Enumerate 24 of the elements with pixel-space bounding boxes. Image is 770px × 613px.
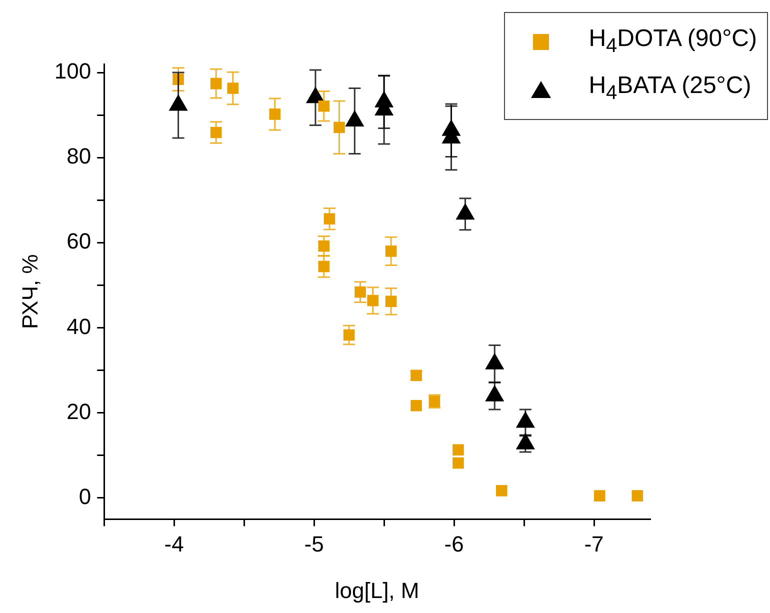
x-axis-title: log[L], M: [334, 578, 420, 603]
legend-label: H$_{4}$DOTA (90°C): [588, 24, 757, 59]
legend-label: H$_{4}$BATA (25°C): [588, 70, 752, 106]
x-tick-label: -4: [164, 531, 184, 556]
point: [594, 490, 606, 502]
point: [318, 100, 330, 112]
point: [227, 82, 239, 94]
y-tick-label: 20: [66, 398, 92, 424]
y-tick-label: 0: [78, 484, 92, 509]
point: [632, 490, 644, 502]
y-tick-label: 40: [66, 314, 92, 339]
x-tick-label: -6: [444, 531, 464, 556]
point: [452, 444, 464, 456]
y-tick-label: 80: [66, 144, 92, 169]
y-axis-title: РХЧ, %: [17, 254, 42, 330]
y-tick-label: 100: [54, 58, 92, 84]
y-tick-label: 60: [66, 228, 92, 254]
point: [269, 108, 281, 120]
point: [452, 457, 464, 469]
x-tick-label: -5: [304, 531, 324, 556]
point: [410, 400, 422, 412]
point: [334, 122, 345, 134]
point: [496, 485, 508, 496]
x-tick-label: -7: [584, 531, 604, 556]
